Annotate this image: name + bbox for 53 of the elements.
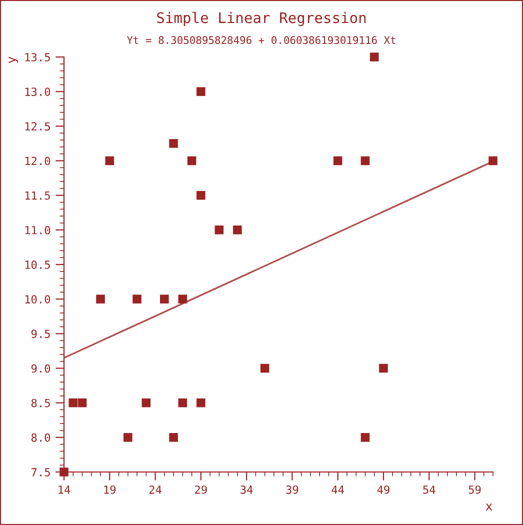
- point: [124, 433, 132, 442]
- y-tick-label: 11.0: [25, 226, 50, 234]
- point: [96, 294, 105, 304]
- y-tick-label: 9.0: [31, 364, 50, 373]
- point: [60, 468, 68, 476]
- x-tick-label: 59: [468, 485, 481, 494]
- y-tick-label: 12.0: [25, 156, 50, 166]
- point: [68, 398, 78, 408]
- x-tick-label: 49: [377, 485, 390, 494]
- point: [187, 156, 196, 166]
- chart-subtitle: Yt = 8.3050895828496 + 0.060386193019116 Xt: [126, 36, 396, 44]
- point: [260, 364, 270, 373]
- y-axis-title: y: [8, 56, 18, 64]
- point: [370, 52, 379, 62]
- point: [488, 156, 498, 166]
- point: [196, 398, 206, 408]
- point: [169, 139, 178, 148]
- y-tick-label: 13.5: [25, 53, 50, 62]
- x-tick-label: 39: [286, 485, 298, 494]
- point: [105, 156, 114, 166]
- point: [333, 156, 342, 166]
- y-tick-label: 12.5: [25, 122, 50, 131]
- point: [233, 226, 242, 234]
- y-tick-label: 10.5: [25, 260, 50, 269]
- point: [78, 398, 87, 408]
- y-tick-label: 9.5: [31, 330, 50, 338]
- point: [379, 364, 388, 373]
- x-tick-label: 19: [104, 485, 116, 494]
- point: [178, 398, 188, 408]
- x-tick-label: 24: [149, 485, 162, 494]
- y-tick-label: 8.0: [31, 433, 50, 442]
- point: [196, 190, 206, 200]
- y-tick-label: 13.0: [25, 88, 50, 96]
- x-tick-label: 29: [195, 485, 207, 494]
- point: [360, 156, 370, 166]
- y-tick-label: 8.5: [31, 398, 50, 408]
- x-tick-label: 54: [423, 486, 436, 494]
- chart-title: Simple Linear Regression: [157, 12, 366, 26]
- y-tick-label: 7.5: [31, 468, 50, 476]
- x-tick-label: 14: [58, 486, 70, 494]
- point: [169, 433, 178, 442]
- point: [178, 294, 188, 304]
- point: [360, 433, 370, 442]
- point: [214, 226, 224, 234]
- point: [160, 294, 169, 304]
- point: [132, 294, 142, 304]
- point: [196, 87, 206, 96]
- x-tick-label: 44: [332, 486, 344, 494]
- point: [142, 398, 151, 408]
- y-tick-label: 10.0: [25, 295, 50, 304]
- y-tick-label: 11.5: [25, 191, 50, 200]
- x-axis-title: x: [486, 504, 492, 510]
- x-tick-label: 34: [240, 485, 253, 494]
